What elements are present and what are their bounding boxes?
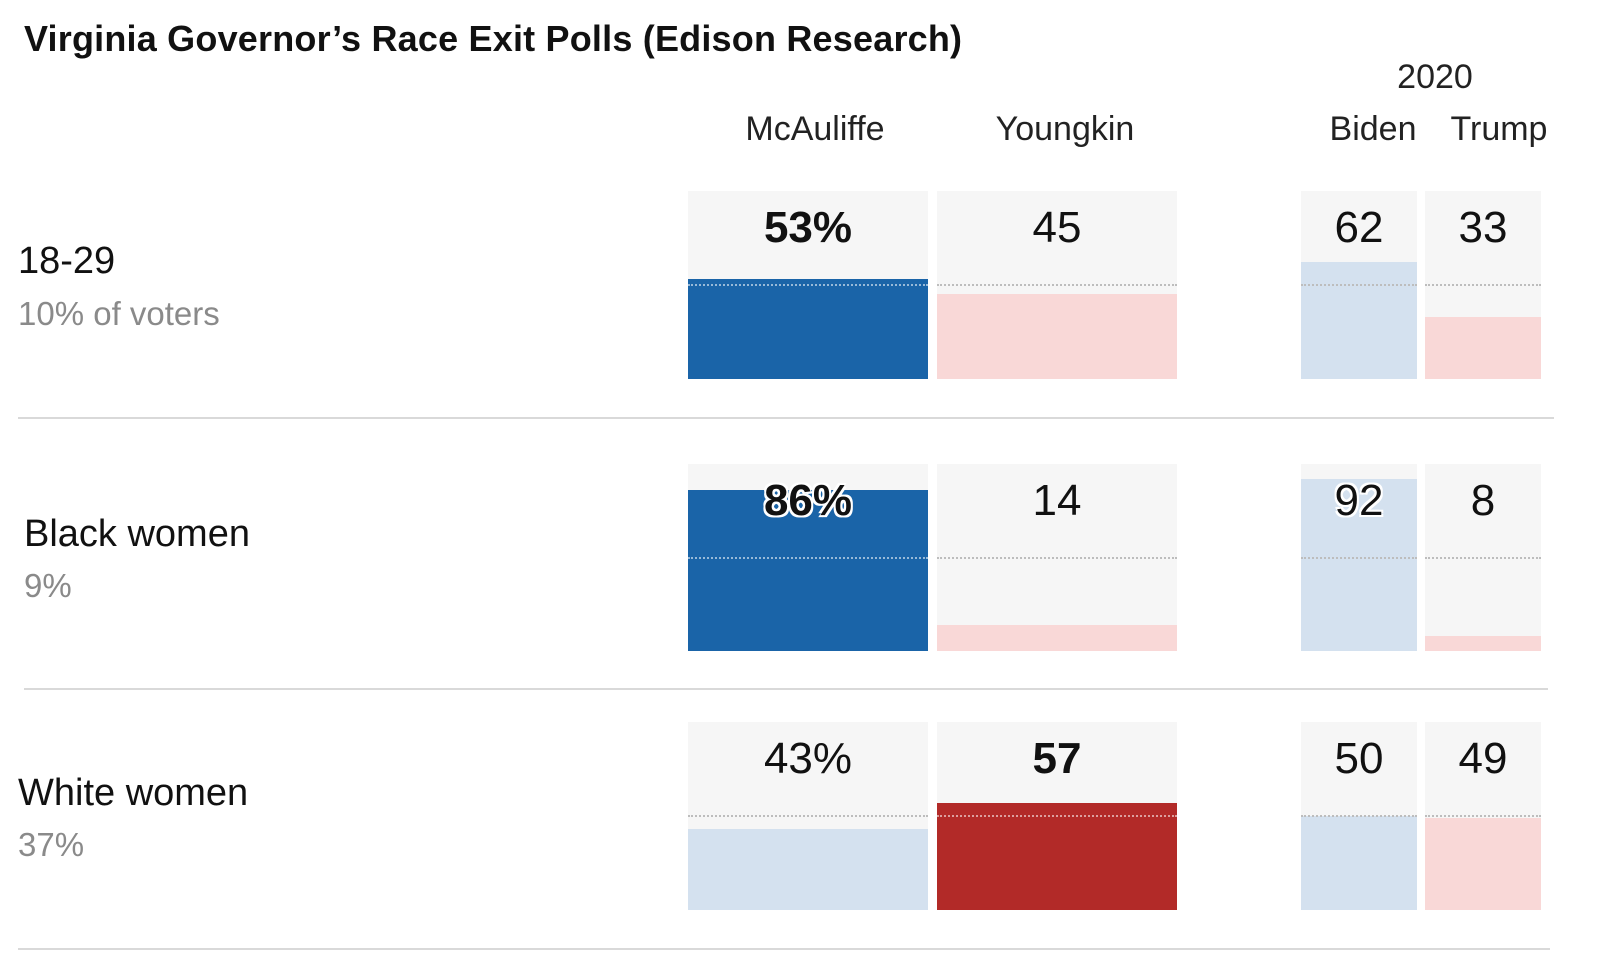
- row-label-18-29: 18-29: [18, 240, 116, 282]
- bar-youngkin: [937, 624, 1177, 651]
- bar-mcauliffe: [688, 279, 928, 379]
- midpoint-line: [937, 815, 1177, 817]
- midpoint-line: [937, 556, 1177, 559]
- bar-biden: [1301, 478, 1417, 651]
- header-2020: 2020: [1397, 58, 1473, 96]
- header-youngkin: Youngkin: [995, 110, 1135, 148]
- bar-biden: [1301, 262, 1417, 379]
- midpoint-line: [1301, 284, 1417, 286]
- bar-cell-trump: 33: [1425, 191, 1541, 379]
- row-label-black-women: Black women: [24, 513, 250, 555]
- midpoint-line: [1301, 815, 1417, 817]
- value-label-trump: 49: [1458, 734, 1508, 783]
- bar-trump: [1425, 636, 1541, 651]
- bar-cell-youngkin: 57: [937, 722, 1177, 910]
- row-divider: [24, 688, 1548, 690]
- value-label-biden: 62: [1334, 203, 1384, 252]
- row-divider: [18, 417, 1554, 419]
- row-share-white-women: 37%: [18, 826, 85, 863]
- bar-cell-biden: 92: [1301, 464, 1417, 651]
- bar-cell-youngkin: 14: [937, 464, 1177, 651]
- row-share-black-women: 9%: [24, 567, 72, 604]
- bar-youngkin: [937, 294, 1177, 379]
- bar-cell-biden: 62: [1301, 191, 1417, 379]
- row-divider: [18, 948, 1550, 950]
- midpoint-line: [1425, 556, 1541, 559]
- bar-cell-trump: 8: [1425, 464, 1541, 651]
- bar-mcauliffe: [688, 829, 928, 910]
- header-trump: Trump: [1450, 110, 1548, 148]
- midpoint-line: [1425, 815, 1541, 817]
- bar-youngkin: [937, 802, 1177, 910]
- chart-title: Virginia Governor’s Race Exit Polls (Edi…: [24, 18, 963, 59]
- bar-cell-youngkin: 45: [937, 191, 1177, 379]
- value-label-mcauliffe: 86%: [763, 476, 853, 525]
- bar-cell-mcauliffe: 53%: [688, 191, 928, 379]
- row-label-white-women: White women: [18, 772, 249, 814]
- value-label-youngkin: 14: [1032, 476, 1082, 525]
- value-label-youngkin: 45: [1032, 203, 1082, 252]
- value-label-trump: 8: [1470, 476, 1496, 525]
- header-mcauliffe: McAuliffe: [745, 110, 885, 148]
- midpoint-line: [1425, 284, 1541, 286]
- midpoint-line: [688, 284, 928, 286]
- bar-cell-biden: 50: [1301, 722, 1417, 910]
- value-label-mcauliffe: 43%: [763, 734, 853, 783]
- midpoint-line: [688, 556, 928, 559]
- bar-cell-mcauliffe: 43%: [688, 722, 928, 910]
- midpoint-line: [1301, 556, 1417, 559]
- bar-trump: [1425, 316, 1541, 379]
- bar-mcauliffe: [688, 490, 928, 651]
- value-label-youngkin: 57: [1032, 734, 1082, 783]
- bar-trump: [1425, 817, 1541, 910]
- value-label-mcauliffe: 53%: [763, 203, 853, 252]
- value-label-biden: 50: [1334, 734, 1384, 783]
- row-share-18-29: 10% of voters: [18, 295, 220, 332]
- bar-cell-mcauliffe: 86%: [688, 464, 928, 651]
- bar-cell-trump: 49: [1425, 722, 1541, 910]
- midpoint-line: [937, 284, 1177, 286]
- value-label-trump: 33: [1458, 203, 1508, 252]
- header-biden: Biden: [1329, 110, 1417, 148]
- value-label-biden: 92: [1334, 476, 1384, 525]
- bar-biden: [1301, 816, 1417, 910]
- midpoint-line: [688, 815, 928, 817]
